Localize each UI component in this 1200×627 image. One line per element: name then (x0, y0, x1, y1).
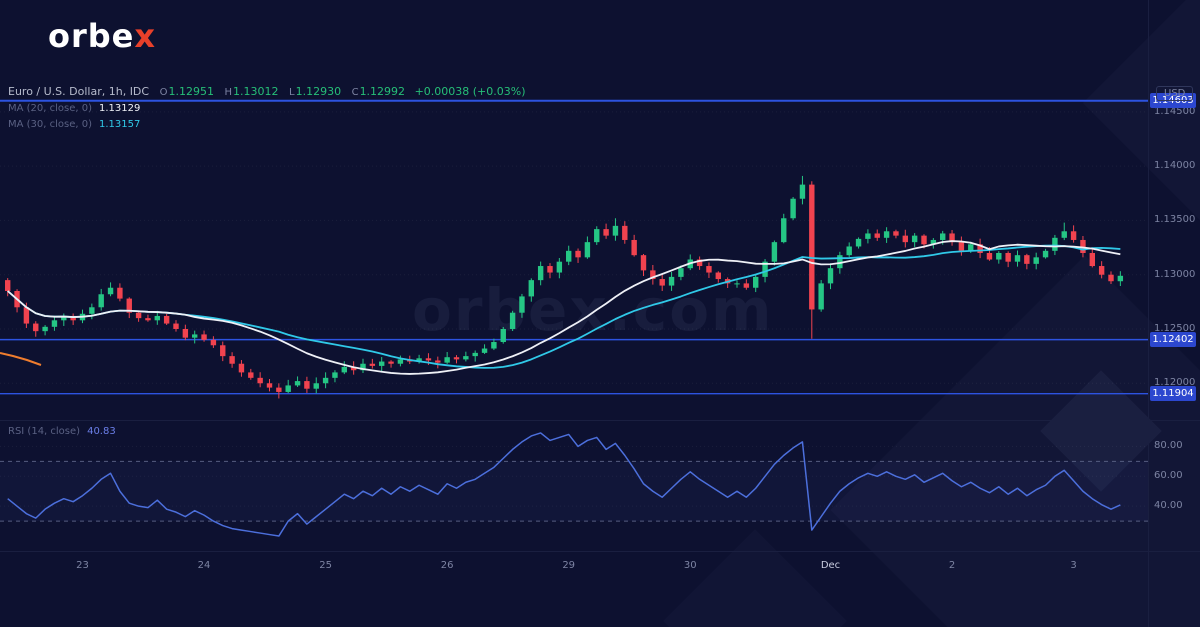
price-axis-label: 1.14500 (1154, 105, 1196, 117)
close-value: 1.12992 (359, 85, 406, 98)
time-axis-label: Dec (820, 560, 841, 571)
rsi-axis-label: 80.00 (1154, 440, 1183, 452)
price-axis-label: 1.13500 (1154, 214, 1196, 226)
logo-text-red: x (134, 17, 157, 55)
price-axis-label: 1.12000 (1154, 377, 1196, 389)
symbol-title: Euro / U.S. Dollar, 1h, IDC (8, 85, 150, 98)
ma20-value: 1.13129 (99, 103, 141, 114)
rsi-label: RSI (14, close) (8, 426, 81, 437)
price-axis-label: 1.14000 (1154, 160, 1196, 172)
change-value: +0.00038 (+0.03%) (414, 85, 526, 98)
high-value: 1.13012 (233, 85, 279, 98)
time-axis-divider[interactable] (0, 551, 1200, 552)
rsi-pane[interactable] (0, 421, 1148, 551)
close-label: C (351, 87, 359, 98)
orbex-logo[interactable]: orbex (48, 16, 156, 56)
ma20-label: MA (20, close, 0) (8, 103, 93, 114)
price-axis-label: 1.12500 (1154, 322, 1196, 334)
time-axis-label: 29 (562, 560, 576, 571)
price-axis-divider[interactable] (1148, 0, 1149, 627)
time-axis-label: 26 (440, 560, 454, 571)
time-scale[interactable]: 23 24 25 26 29 30 Dec 2 3 (0, 552, 1148, 582)
price-level-badge: 1.11904 (1150, 385, 1196, 401)
ma20-line (7, 240, 1121, 375)
price-level-badge: 1.12402 (1150, 331, 1196, 347)
ma30-label: MA (30, close, 0) (8, 119, 93, 130)
ma30-value: 1.13157 (99, 119, 141, 130)
rsi-axis-label: 60.00 (1154, 470, 1183, 482)
rsi-legend[interactable]: RSI (14, close) 40.83 (8, 424, 116, 437)
price-axis-label: 1.13000 (1154, 268, 1196, 280)
time-axis-label: 25 (319, 560, 332, 571)
symbol-row[interactable]: Euro / U.S. Dollar, 1h, IDC O1.12951 H1.… (8, 84, 526, 100)
open-label: O (159, 87, 168, 98)
low-value: 1.12930 (295, 85, 342, 98)
candles (5, 175, 1124, 399)
high-label: H (224, 87, 232, 98)
logo-text-white: orbe (48, 17, 135, 55)
ma20-row[interactable]: MA (20, close, 0) 1.13129 (8, 100, 526, 116)
time-axis-label: 30 (683, 560, 697, 571)
watermark: orbex.com (412, 276, 774, 344)
time-axis-label: 2 (948, 560, 956, 571)
ma30-row[interactable]: MA (30, close, 0) 1.13157 (8, 116, 526, 132)
chart-legend: Euro / U.S. Dollar, 1h, IDC O1.12951 H1.… (8, 84, 526, 132)
rsi-value: 40.83 (87, 426, 116, 437)
rsi-line (7, 432, 1121, 537)
low-label: L (289, 87, 295, 98)
open-value: 1.12951 (168, 85, 214, 98)
currency-label[interactable]: USD (1156, 86, 1194, 101)
ma30-line (7, 244, 1121, 369)
time-axis-label: 24 (197, 560, 211, 571)
rsi-axis-label: 40.00 (1154, 500, 1183, 512)
time-axis-label: 3 (1070, 560, 1077, 571)
pane-divider[interactable] (0, 420, 1200, 421)
time-axis-label: 23 (76, 560, 89, 571)
